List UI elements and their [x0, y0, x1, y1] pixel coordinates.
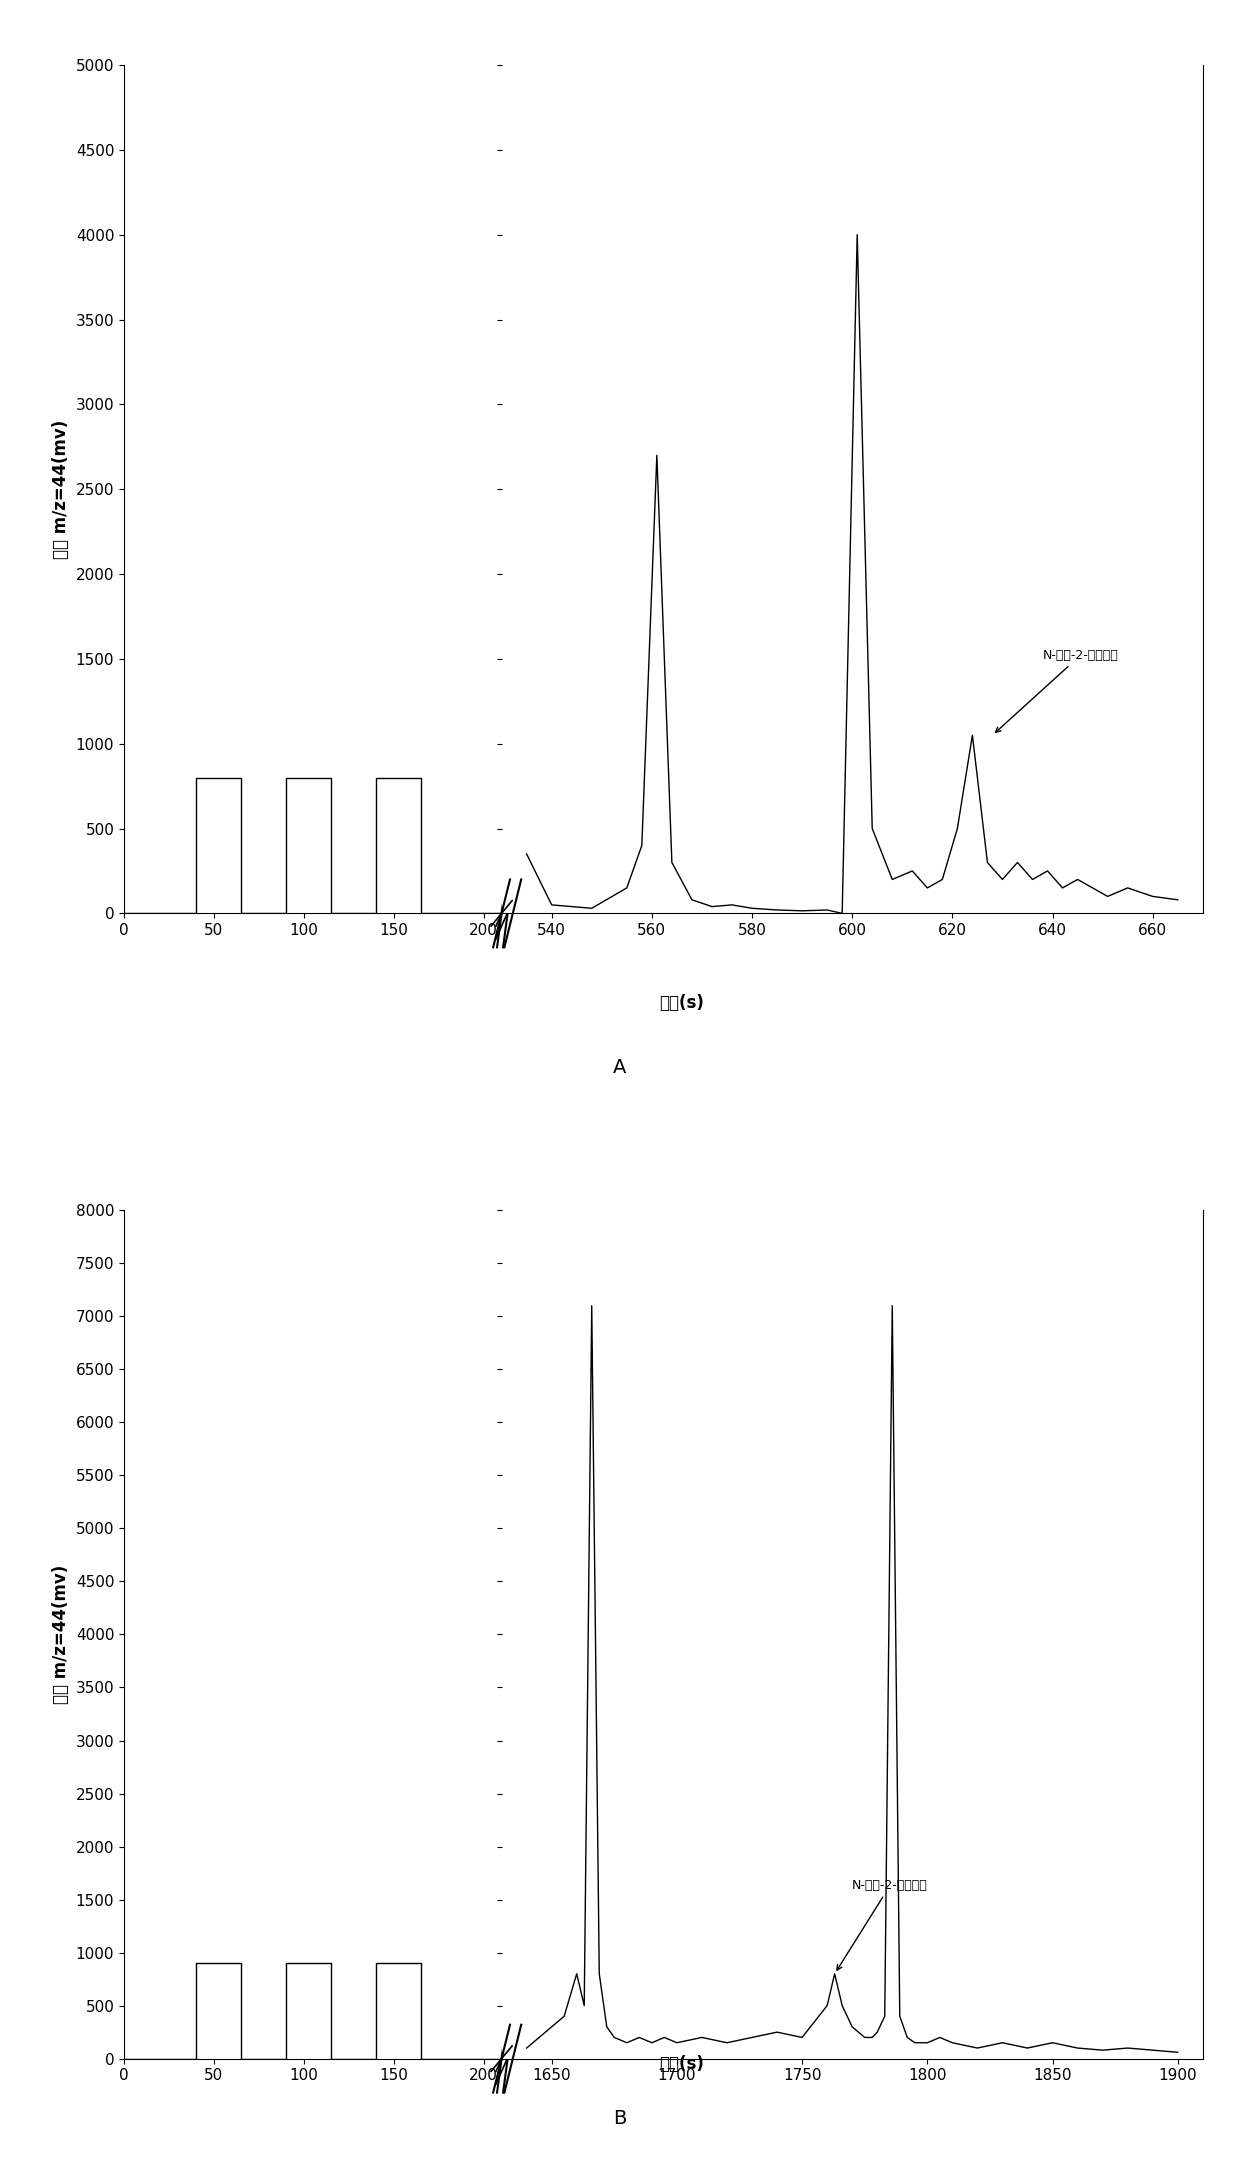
Text: B: B: [614, 2108, 626, 2128]
Text: 时间(s): 时间(s): [660, 995, 704, 1012]
Text: 时间(s): 时间(s): [660, 2056, 704, 2074]
Text: N-甲基-2-吡咯甲醛: N-甲基-2-吡咯甲醛: [837, 1879, 928, 1970]
Y-axis label: 强度 m/z=44(mv): 强度 m/z=44(mv): [52, 420, 71, 559]
Text: A: A: [614, 1057, 626, 1077]
Text: N-甲基-2-吡咯甲醛: N-甲基-2-吡咯甲醛: [996, 648, 1118, 732]
Y-axis label: 强度 m/z=44(mv): 强度 m/z=44(mv): [52, 1565, 71, 1703]
